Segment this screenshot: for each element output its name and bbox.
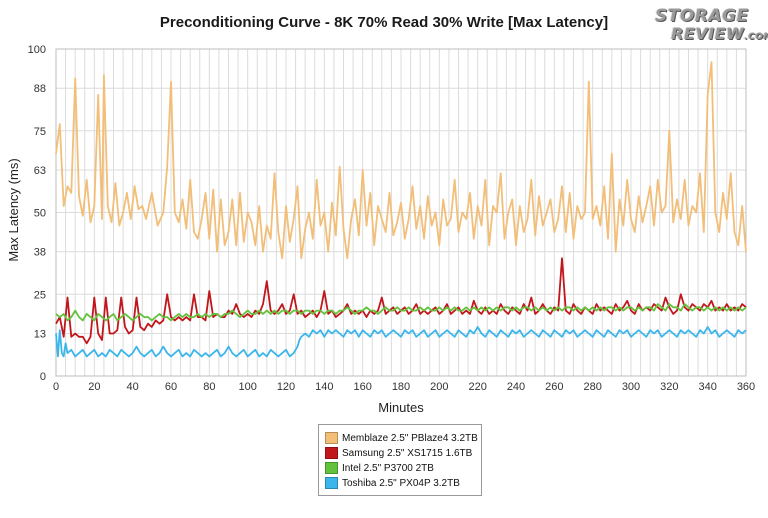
x-tick-label: 140 bbox=[315, 381, 333, 393]
y-tick-label: 25 bbox=[34, 289, 46, 301]
logo-line2: REVIEW.COM bbox=[671, 24, 768, 43]
x-tick-label: 260 bbox=[545, 381, 563, 393]
logo-line1: STORAGE bbox=[655, 6, 749, 26]
y-tick-label: 0 bbox=[40, 371, 46, 383]
series-line-3 bbox=[55, 326, 747, 358]
logo-line2-text: REVIEW bbox=[671, 24, 745, 43]
legend-item[interactable]: Memblaze 2.5" PBlaze4 3.2TB bbox=[325, 431, 478, 445]
logo-suffix: .COM bbox=[744, 32, 768, 42]
x-tick-label: 320 bbox=[660, 381, 678, 393]
x-tick-label: 40 bbox=[127, 381, 139, 393]
legend-label: Samsung 2.5" XS1715 1.6TB bbox=[342, 447, 473, 459]
series-line-2 bbox=[55, 303, 747, 322]
series-line-0 bbox=[55, 61, 747, 260]
chart-title: Preconditioning Curve - 8K 70% Read 30% … bbox=[159, 14, 609, 31]
legend-swatch bbox=[325, 432, 338, 444]
legend-item[interactable]: Samsung 2.5" XS1715 1.6TB bbox=[325, 446, 472, 460]
legend-item[interactable]: Toshiba 2.5" PX04P 3.2TB bbox=[325, 476, 460, 490]
x-tick-label: 120 bbox=[277, 381, 295, 393]
x-tick-label: 340 bbox=[698, 381, 716, 393]
legend-label: Toshiba 2.5" PX04P 3.2TB bbox=[342, 477, 460, 489]
x-tick-label: 200 bbox=[430, 381, 448, 393]
x-tick-label: 100 bbox=[238, 381, 256, 393]
x-tick-label: 300 bbox=[622, 381, 640, 393]
legend-label: Intel 2.5" P3700 2TB bbox=[342, 462, 434, 474]
legend-label: Memblaze 2.5" PBlaze4 3.2TB bbox=[342, 432, 478, 444]
y-tick-label: 50 bbox=[34, 208, 46, 220]
y-tick-label: 88 bbox=[34, 83, 46, 95]
storagereview-logo: STORAGE REVIEW.COM bbox=[655, 4, 768, 48]
x-tick-labels: 0 20 40 60 80 100 120 140 160 180 200 220 240 260 280 3… bbox=[53, 381, 755, 393]
x-tick-label: 240 bbox=[507, 381, 525, 393]
legend-item[interactable]: Intel 2.5" P3700 2TB bbox=[325, 461, 434, 475]
y-tick-label: 13 bbox=[34, 328, 46, 340]
x-tick-label: 20 bbox=[88, 381, 100, 393]
x-tick-label: 360 bbox=[737, 381, 755, 393]
y-tick-label: 100 bbox=[28, 44, 46, 56]
x-tick-label: 160 bbox=[353, 381, 371, 393]
legend: Memblaze 2.5" PBlaze4 3.2TB Samsung 2.5" … bbox=[318, 424, 482, 496]
x-axis-title: Minutes bbox=[378, 400, 424, 415]
plot-area bbox=[55, 48, 747, 377]
x-tick-label: 60 bbox=[165, 381, 177, 393]
y-tick-labels: 0 13 25 38 50 63 75 88 100 bbox=[28, 44, 46, 383]
x-tick-label: 280 bbox=[583, 381, 601, 393]
y-tick-label: 75 bbox=[34, 126, 46, 138]
x-tick-label: 80 bbox=[203, 381, 215, 393]
y-tick-label: 38 bbox=[34, 247, 46, 259]
legend-swatch bbox=[325, 462, 338, 474]
plot-border bbox=[55, 48, 747, 377]
legend-swatch bbox=[325, 477, 338, 489]
y-tick-label: 63 bbox=[34, 165, 46, 177]
grid-lines bbox=[55, 48, 747, 377]
x-tick-label: 180 bbox=[392, 381, 410, 393]
series-layer bbox=[55, 61, 747, 358]
x-tick-label: 220 bbox=[468, 381, 486, 393]
x-tick-label: 0 bbox=[53, 381, 59, 393]
legend-swatch bbox=[325, 447, 338, 459]
y-axis-title: Max Latency (ms) bbox=[6, 158, 21, 261]
